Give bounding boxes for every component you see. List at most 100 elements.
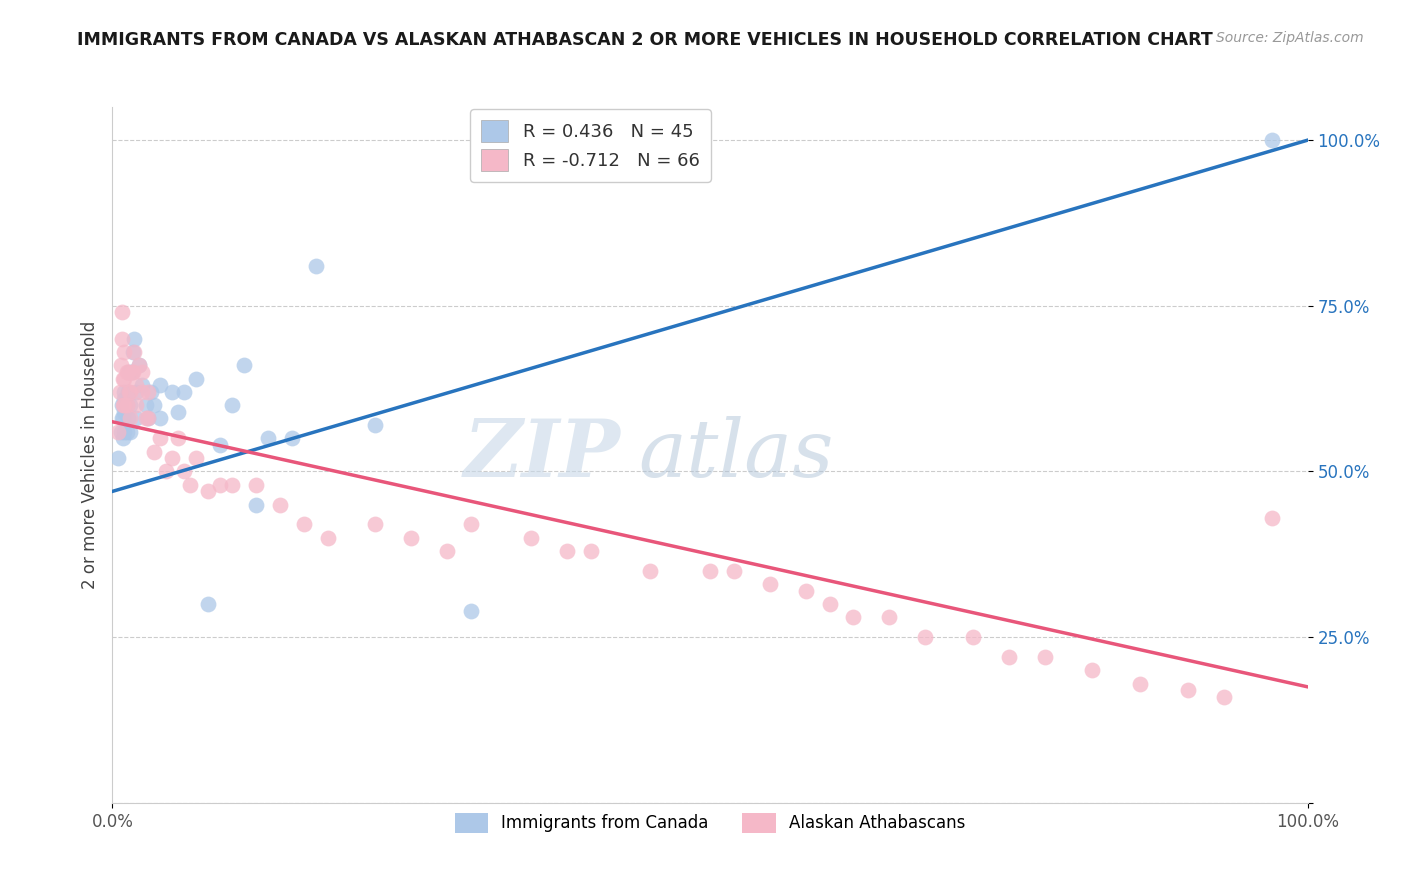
Point bbox=[699, 564, 721, 578]
Point bbox=[121, 345, 143, 359]
Point bbox=[138, 384, 160, 399]
Point bbox=[149, 411, 172, 425]
Point bbox=[115, 425, 138, 439]
Point bbox=[460, 604, 482, 618]
Point bbox=[245, 477, 267, 491]
Point bbox=[1177, 683, 1199, 698]
Text: ZIP: ZIP bbox=[464, 417, 620, 493]
Point bbox=[115, 398, 138, 412]
Point bbox=[114, 384, 135, 399]
Point bbox=[121, 365, 143, 379]
Point bbox=[233, 359, 256, 373]
Point bbox=[640, 564, 662, 578]
Point bbox=[114, 405, 135, 419]
Point bbox=[143, 398, 166, 412]
Point bbox=[794, 583, 817, 598]
Point bbox=[460, 517, 482, 532]
Point bbox=[120, 384, 142, 399]
Point bbox=[139, 384, 162, 399]
Point bbox=[401, 531, 423, 545]
Point bbox=[221, 477, 243, 491]
Point bbox=[1261, 133, 1284, 147]
Point bbox=[257, 431, 280, 445]
Y-axis label: 2 or more Vehicles in Household: 2 or more Vehicles in Household bbox=[80, 321, 98, 589]
Point bbox=[114, 398, 135, 412]
Point bbox=[245, 498, 267, 512]
Point bbox=[118, 365, 141, 379]
Point bbox=[121, 365, 143, 379]
Point bbox=[115, 398, 138, 412]
Point bbox=[759, 577, 782, 591]
Point bbox=[131, 384, 153, 399]
Point bbox=[131, 378, 153, 392]
Point bbox=[269, 498, 291, 512]
Point bbox=[117, 365, 139, 379]
Point bbox=[108, 384, 131, 399]
Point bbox=[281, 431, 304, 445]
Point bbox=[167, 431, 190, 445]
Point bbox=[125, 398, 148, 412]
Point bbox=[1213, 690, 1236, 704]
Point bbox=[135, 398, 157, 412]
Point bbox=[114, 425, 135, 439]
Point bbox=[128, 359, 150, 373]
Point bbox=[122, 345, 145, 359]
Point bbox=[110, 425, 132, 439]
Point bbox=[120, 411, 142, 425]
Point bbox=[117, 411, 139, 425]
Point bbox=[111, 332, 134, 346]
Point bbox=[818, 597, 841, 611]
Point bbox=[221, 398, 243, 412]
Point bbox=[179, 477, 201, 491]
Point bbox=[125, 378, 148, 392]
Point bbox=[520, 531, 543, 545]
Point bbox=[555, 544, 578, 558]
Point bbox=[723, 564, 745, 578]
Point bbox=[1129, 676, 1152, 690]
Point bbox=[121, 365, 143, 379]
Point bbox=[131, 365, 153, 379]
Point bbox=[138, 411, 160, 425]
Point bbox=[197, 597, 219, 611]
Point bbox=[155, 465, 177, 479]
Point bbox=[1261, 511, 1284, 525]
Point bbox=[209, 438, 232, 452]
Point bbox=[186, 451, 208, 466]
Text: Source: ZipAtlas.com: Source: ZipAtlas.com bbox=[1216, 31, 1364, 45]
Point bbox=[1081, 663, 1104, 677]
Point bbox=[112, 398, 135, 412]
Point bbox=[112, 411, 135, 425]
Point bbox=[162, 384, 183, 399]
Point bbox=[197, 484, 219, 499]
Point bbox=[149, 378, 172, 392]
Point bbox=[114, 345, 135, 359]
Point bbox=[107, 425, 129, 439]
Point bbox=[167, 405, 190, 419]
Point bbox=[292, 517, 315, 532]
Point bbox=[115, 365, 138, 379]
Legend: Immigrants from Canada, Alaskan Athabascans: Immigrants from Canada, Alaskan Athabasc… bbox=[449, 806, 972, 839]
Point bbox=[107, 451, 129, 466]
Point bbox=[173, 465, 195, 479]
Point bbox=[914, 630, 936, 644]
Point bbox=[118, 384, 141, 399]
Point bbox=[120, 398, 142, 412]
Point bbox=[111, 398, 134, 412]
Point bbox=[114, 392, 135, 406]
Point bbox=[962, 630, 984, 644]
Point bbox=[111, 305, 134, 319]
Point bbox=[364, 418, 387, 433]
Point bbox=[128, 359, 150, 373]
Point bbox=[209, 477, 232, 491]
Point bbox=[110, 359, 132, 373]
Point bbox=[120, 425, 142, 439]
Point bbox=[135, 411, 157, 425]
Point bbox=[162, 451, 183, 466]
Point bbox=[112, 372, 135, 386]
Point bbox=[117, 384, 139, 399]
Point bbox=[1033, 650, 1056, 665]
Point bbox=[173, 384, 195, 399]
Point bbox=[114, 372, 135, 386]
Point bbox=[125, 411, 148, 425]
Point bbox=[111, 411, 134, 425]
